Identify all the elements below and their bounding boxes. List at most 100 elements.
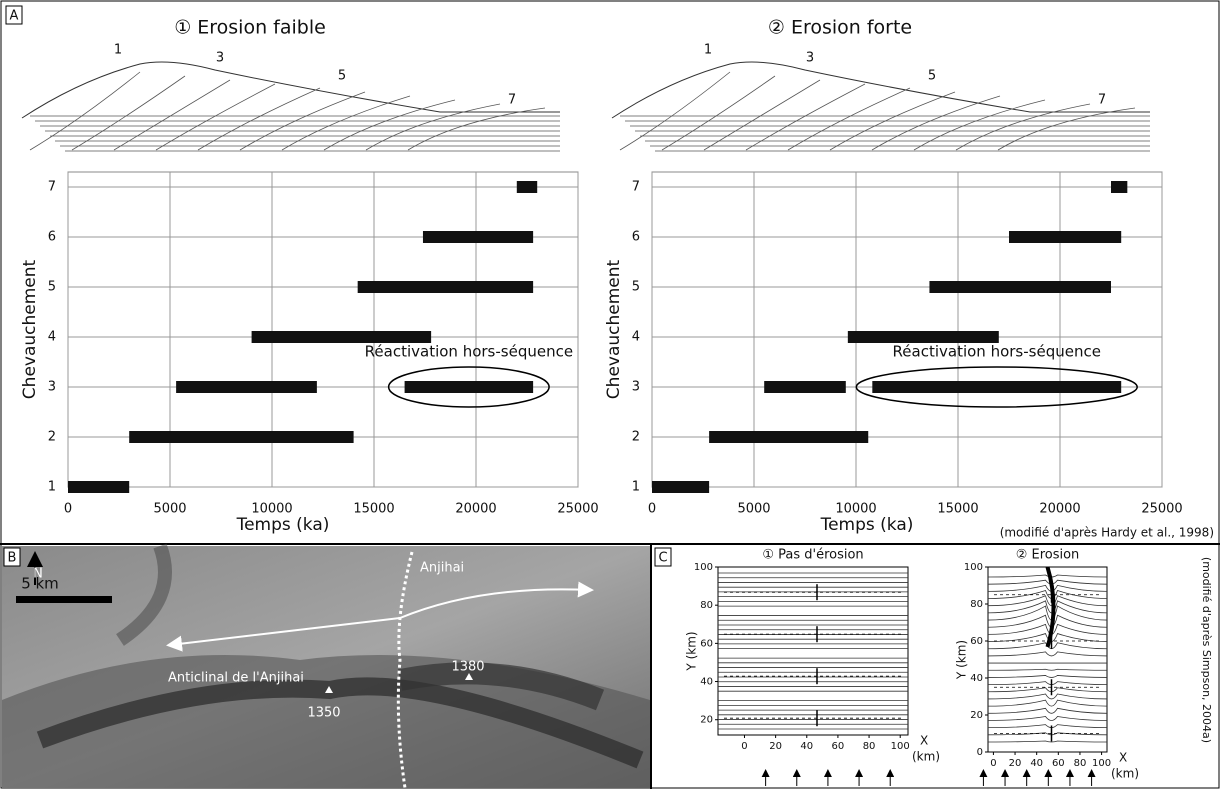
cross-section-line <box>619 71 731 151</box>
range-bar <box>764 381 846 393</box>
x-tick-label: 5000 <box>737 502 770 517</box>
y-tick-label: 4 <box>632 330 640 345</box>
panel-label-box <box>3 547 21 567</box>
x-tick-label: 40 <box>800 741 813 752</box>
range-bar <box>847 331 999 343</box>
cross-section-line <box>871 95 1001 151</box>
panel-label: C <box>658 551 667 566</box>
annotation-ellipse <box>387 366 550 408</box>
peak-marker <box>325 686 333 693</box>
section-label: 7 <box>508 93 516 108</box>
y-tick-label: 40 <box>970 673 983 684</box>
x-axis-unit: (km) <box>912 750 940 764</box>
range-bar <box>1009 231 1122 243</box>
photo-ridge <box>397 662 605 711</box>
scale-bar <box>16 596 112 603</box>
y-tick-label: 3 <box>632 380 640 395</box>
panel-label: B <box>8 551 17 566</box>
source-note: (modifié d'après Simpson, 2004a) <box>1200 557 1213 743</box>
photo-valley <box>116 543 172 646</box>
x-axis-label: Temps (ka) <box>820 515 914 535</box>
range-bar <box>68 481 130 493</box>
y-tick-label: 2 <box>48 430 56 445</box>
range-bar <box>516 181 538 193</box>
x-axis-label: Temps (ka) <box>236 515 330 535</box>
cross-section-line <box>197 87 321 151</box>
x-tick-label: 10000 <box>251 502 292 517</box>
y-tick-label: 5 <box>48 280 56 295</box>
x-tick-label: 10000 <box>835 502 876 517</box>
annotation: Réactivation hors-séquence <box>365 343 573 361</box>
y-tick-label: 40 <box>700 677 713 688</box>
anticline-arrow <box>399 581 594 619</box>
section-label: 1 <box>704 43 712 58</box>
contour-line <box>987 707 1108 714</box>
y-tick-label: 60 <box>970 636 983 647</box>
cross-section-line <box>407 107 546 151</box>
annotation: Réactivation hors-séquence <box>893 343 1101 361</box>
x-tick-label: 25000 <box>557 502 598 517</box>
peak-label: 1380 <box>451 660 484 675</box>
contour-line <box>987 651 1108 657</box>
cross-section-line <box>155 83 276 151</box>
range-bar <box>404 381 534 393</box>
panel-label-box <box>5 5 23 25</box>
x-tick-label: 0 <box>741 741 747 752</box>
y-tick-label: 2 <box>632 430 640 445</box>
x-axis-label: X <box>1119 751 1127 765</box>
x-tick-label: 15000 <box>937 502 978 517</box>
contour-line <box>987 732 1108 736</box>
plot-frame <box>717 566 909 736</box>
contour-line <box>987 584 1108 592</box>
y-tick-label: 100 <box>964 562 983 573</box>
x-tick-label: 100 <box>1092 758 1111 769</box>
section-label: 3 <box>216 51 224 66</box>
x-tick-label: 0 <box>64 502 72 517</box>
section-label: 7 <box>1098 93 1106 108</box>
panel-label-box <box>654 547 672 567</box>
x-tick-label: 20000 <box>1039 502 1080 517</box>
y-tick-label: 7 <box>632 180 640 195</box>
cross-section-line <box>829 91 956 151</box>
y-axis-label: Y (km) <box>955 640 969 680</box>
source-note: (modifié d'après Hardy et al., 1998) <box>1000 526 1214 540</box>
x-tick-label: 20 <box>769 741 782 752</box>
contour-line <box>987 724 1108 729</box>
y-axis-label: Chevauchement <box>20 259 40 399</box>
y-tick-label: 60 <box>700 638 713 649</box>
x-tick-label: 0 <box>648 502 656 517</box>
y-tick-label: 7 <box>48 180 56 195</box>
y-tick-label: 20 <box>970 710 983 721</box>
cross-section-line <box>703 79 821 151</box>
x-tick-label: 80 <box>863 741 876 752</box>
chart-title: ① Pas d'érosion <box>762 548 863 563</box>
contour-line <box>987 590 1108 599</box>
x-tick-label: 20000 <box>455 502 496 517</box>
anticline-arrow <box>166 617 401 652</box>
river-label: Anjihai <box>420 561 464 576</box>
x-tick-label: 5000 <box>153 502 186 517</box>
range-bar <box>251 331 432 343</box>
y-tick-label: 5 <box>632 280 640 295</box>
contour-line <box>987 687 1108 693</box>
y-tick-label: 1 <box>48 480 56 495</box>
cross-section-line <box>281 95 411 151</box>
x-tick-label: 0 <box>990 758 996 769</box>
x-tick-label: 40 <box>1030 758 1043 769</box>
contour-line <box>987 740 1108 743</box>
river <box>396 551 414 789</box>
cross-section-line <box>955 103 1091 151</box>
cross-section-outline <box>21 61 560 119</box>
range-bar <box>129 431 354 443</box>
scale-label: 5 km <box>21 575 59 593</box>
range-bar <box>1111 181 1128 193</box>
x-tick-label: 60 <box>1052 758 1065 769</box>
x-tick-label: 100 <box>891 741 910 752</box>
range-bar <box>652 481 710 493</box>
cross-section-line <box>29 71 141 151</box>
cross-section-line <box>239 91 366 151</box>
contour-line <box>987 716 1108 721</box>
contour-line <box>987 693 1108 700</box>
range-bar <box>176 381 317 393</box>
